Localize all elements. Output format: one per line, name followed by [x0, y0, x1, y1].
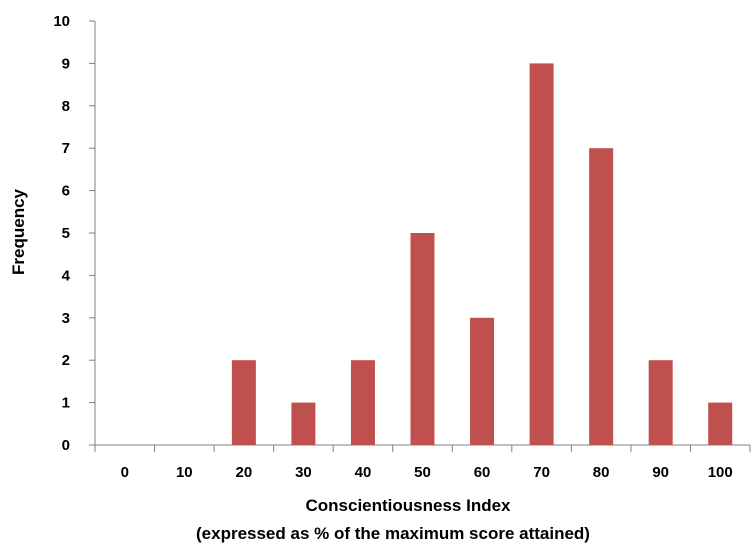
x-tick-label: 0	[121, 464, 129, 481]
y-tick-label: 4	[62, 267, 71, 284]
y-tick-label: 10	[53, 13, 70, 30]
x-tick-label: 30	[295, 464, 312, 481]
bar-40	[350, 360, 375, 445]
y-tick-label: 0	[62, 437, 70, 454]
y-axis-title: Frequency	[9, 188, 28, 275]
y-tick-label: 8	[62, 98, 70, 115]
bar-90	[648, 360, 673, 445]
x-tick-label: 80	[593, 464, 610, 481]
bar-70	[529, 63, 554, 446]
x-axis-subtitle: (expressed as % of the maximum score att…	[196, 524, 590, 543]
bar-100	[708, 402, 733, 445]
y-axis: 0 1 2 3 4 5 6 7 8 9 10	[53, 13, 96, 454]
y-tick-label: 1	[62, 395, 70, 412]
y-tick-label: 5	[62, 225, 70, 242]
y-tick-label: 2	[62, 352, 70, 369]
bars	[231, 63, 733, 446]
bar-50	[410, 233, 435, 445]
x-tick-label: 70	[533, 464, 550, 481]
y-tick-label: 3	[62, 310, 70, 327]
x-axis: 0 10 20 30 40 50 60 70 80 90 100	[94, 444, 751, 481]
y-tick-label: 7	[62, 140, 70, 157]
bar-30	[291, 402, 316, 445]
x-tick-label: 50	[414, 464, 431, 481]
x-tick-label: 60	[474, 464, 491, 481]
y-tick-label: 6	[62, 183, 70, 200]
x-tick-label: 20	[236, 464, 253, 481]
x-tick-label: 10	[176, 464, 193, 481]
bar-80	[589, 148, 614, 445]
x-tick-label: 100	[708, 464, 733, 481]
x-tick-label: 40	[355, 464, 372, 481]
y-tick-label: 9	[62, 55, 70, 72]
bar-20	[231, 360, 256, 445]
x-tick-label: 90	[652, 464, 669, 481]
bar-60	[470, 317, 495, 445]
x-axis-title: Conscientiousness Index	[306, 496, 512, 515]
